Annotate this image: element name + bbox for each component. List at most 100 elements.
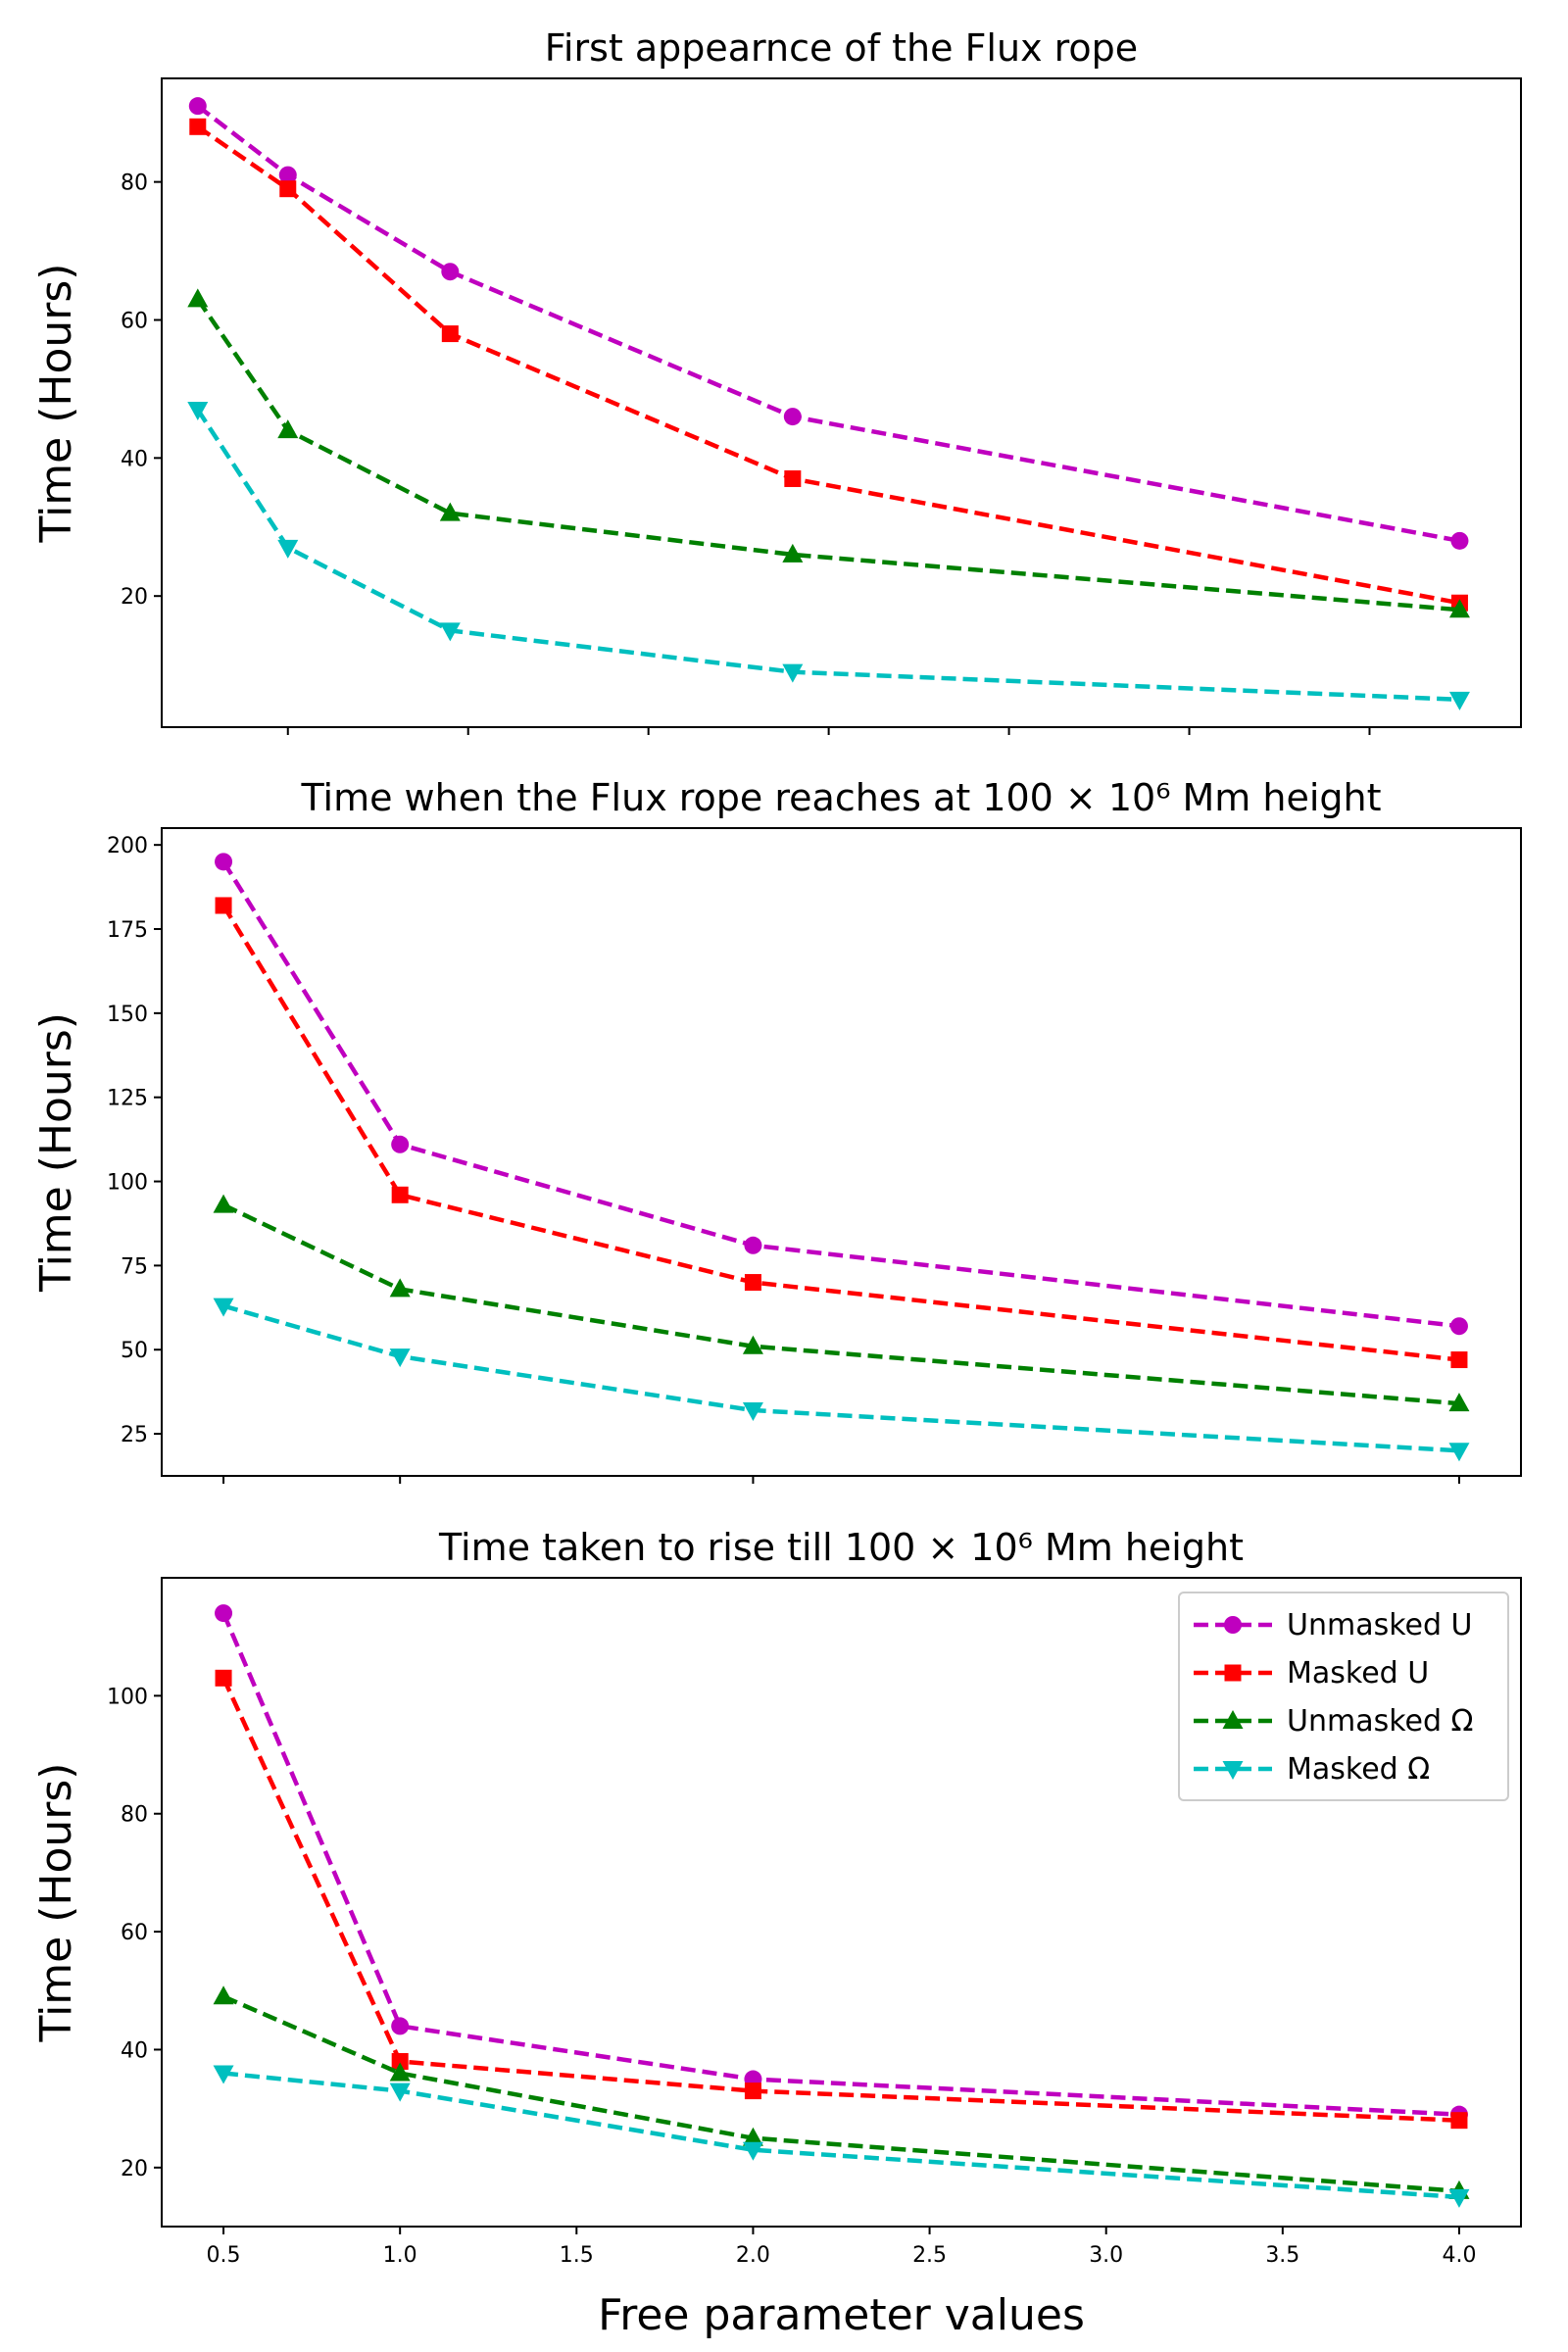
series-Masked Ω bbox=[213, 1298, 1470, 1462]
legend-label: Masked Ω bbox=[1287, 1752, 1430, 1787]
series-Unmasked Ω bbox=[187, 288, 1470, 618]
x-tick-label: 2.0 bbox=[736, 2243, 770, 2268]
series-line bbox=[222, 1303, 1460, 1453]
y-tick-label: 175 bbox=[107, 918, 148, 943]
data-point bbox=[1450, 1351, 1468, 1369]
series-line bbox=[220, 1612, 1460, 2117]
x-tick-label: 3.5 bbox=[1265, 2243, 1299, 2268]
data-point bbox=[389, 1348, 411, 1368]
data-point bbox=[1448, 691, 1470, 710]
series-Unmasked U bbox=[188, 97, 1469, 550]
y-tick-label: 20 bbox=[121, 585, 148, 610]
data-point bbox=[742, 1335, 763, 1354]
y-tick-label: 25 bbox=[121, 1423, 148, 1447]
data-point bbox=[1448, 599, 1470, 618]
y-tick-label: 80 bbox=[121, 1803, 148, 1828]
y-tick-label: 100 bbox=[107, 1685, 148, 1709]
y-tick-label: 20 bbox=[121, 2157, 148, 2181]
data-point bbox=[391, 2017, 410, 2035]
data-point bbox=[742, 2127, 763, 2146]
data-point bbox=[213, 1298, 234, 1317]
series-line bbox=[222, 1994, 1460, 2194]
x-tick-label: 4.0 bbox=[1442, 2243, 1476, 2268]
legend-marker bbox=[1222, 1710, 1244, 1729]
legend-item: Masked U bbox=[1194, 1656, 1429, 1690]
data-point bbox=[187, 402, 209, 421]
data-point bbox=[742, 2141, 763, 2161]
y-tick-label: 150 bbox=[107, 1003, 148, 1027]
legend-item: Masked Ω bbox=[1194, 1752, 1430, 1787]
y-tick-label: 60 bbox=[121, 1921, 148, 1945]
axes-frame bbox=[161, 77, 1522, 728]
legend-item: Unmasked Ω bbox=[1194, 1704, 1473, 1739]
y-tick-label: 80 bbox=[121, 172, 148, 196]
x-axis-label: Free parameter values bbox=[598, 2290, 1085, 2340]
series-line bbox=[222, 1202, 1460, 1406]
data-point bbox=[744, 2082, 761, 2100]
data-point bbox=[1448, 1393, 1470, 1412]
data-point bbox=[742, 1402, 763, 1422]
data-point bbox=[188, 97, 207, 116]
legend-marker bbox=[1222, 1761, 1244, 1780]
series-line bbox=[221, 904, 1460, 1362]
chart-title: Time taken to rise till 100 × 10⁶ Mm hei… bbox=[438, 1526, 1244, 1569]
data-point bbox=[213, 1194, 234, 1213]
legend-box bbox=[1178, 1592, 1509, 1801]
series-Masked Ω bbox=[213, 2065, 1470, 2208]
data-point bbox=[1448, 2188, 1470, 2208]
data-point bbox=[391, 2052, 409, 2070]
chart-panel-2: Time when the Flux rope reaches at 100 ×… bbox=[31, 776, 1522, 1484]
y-tick-label: 50 bbox=[121, 1339, 148, 1363]
data-point bbox=[278, 166, 297, 184]
chart-title: Time when the Flux rope reaches at 100 ×… bbox=[300, 776, 1381, 819]
data-point bbox=[1448, 1443, 1470, 1462]
data-point bbox=[277, 419, 299, 439]
x-tick-label: 2.5 bbox=[912, 2243, 947, 2268]
x-tick-label: 0.5 bbox=[207, 2243, 241, 2268]
series-line bbox=[221, 1677, 1460, 2123]
legend-label: Masked U bbox=[1287, 1656, 1429, 1690]
data-point bbox=[215, 853, 233, 871]
data-point bbox=[215, 1669, 232, 1687]
axes-frame bbox=[161, 1577, 1522, 2228]
data-point bbox=[389, 2062, 411, 2082]
y-tick-label: 60 bbox=[121, 309, 148, 333]
y-axis-label: Time (Hours) bbox=[31, 264, 81, 544]
series-Masked Ω bbox=[187, 402, 1470, 710]
chart-panel-1: First appearnce of the Flux rope Time (Ho… bbox=[31, 26, 1522, 735]
data-point bbox=[441, 263, 460, 281]
series-line bbox=[222, 2071, 1460, 2200]
data-point bbox=[189, 118, 207, 135]
x-tick-label: 1.5 bbox=[560, 2243, 594, 2268]
data-point bbox=[1450, 531, 1469, 550]
data-point bbox=[389, 1278, 411, 1298]
axes-frame bbox=[161, 827, 1522, 1477]
data-point bbox=[187, 288, 209, 308]
data-point bbox=[441, 325, 459, 343]
legend-label: Unmasked U bbox=[1287, 1608, 1473, 1642]
data-point bbox=[215, 1604, 233, 1623]
chart-title: First appearnce of the Flux rope bbox=[545, 26, 1138, 70]
data-point bbox=[782, 663, 804, 683]
data-point bbox=[439, 622, 461, 642]
data-point bbox=[277, 539, 299, 559]
data-point bbox=[389, 2082, 411, 2102]
y-tick-label: 75 bbox=[121, 1254, 148, 1279]
data-point bbox=[439, 502, 461, 521]
y-tick-label: 100 bbox=[107, 1171, 148, 1196]
x-tick-label: 3.0 bbox=[1089, 2243, 1123, 2268]
data-point bbox=[391, 1186, 409, 1203]
series-Masked U bbox=[215, 897, 1468, 1369]
legend-marker bbox=[1224, 1616, 1242, 1634]
data-point bbox=[215, 897, 232, 914]
legend-marker bbox=[1224, 1664, 1242, 1682]
series-Unmasked U bbox=[215, 853, 1468, 1336]
legend-label: Unmasked Ω bbox=[1287, 1704, 1473, 1739]
data-point bbox=[1449, 1317, 1468, 1336]
y-tick-label: 200 bbox=[107, 834, 148, 858]
data-point bbox=[391, 1135, 410, 1153]
y-tick-label: 40 bbox=[121, 447, 148, 471]
data-point bbox=[783, 408, 802, 426]
data-point bbox=[782, 543, 804, 563]
